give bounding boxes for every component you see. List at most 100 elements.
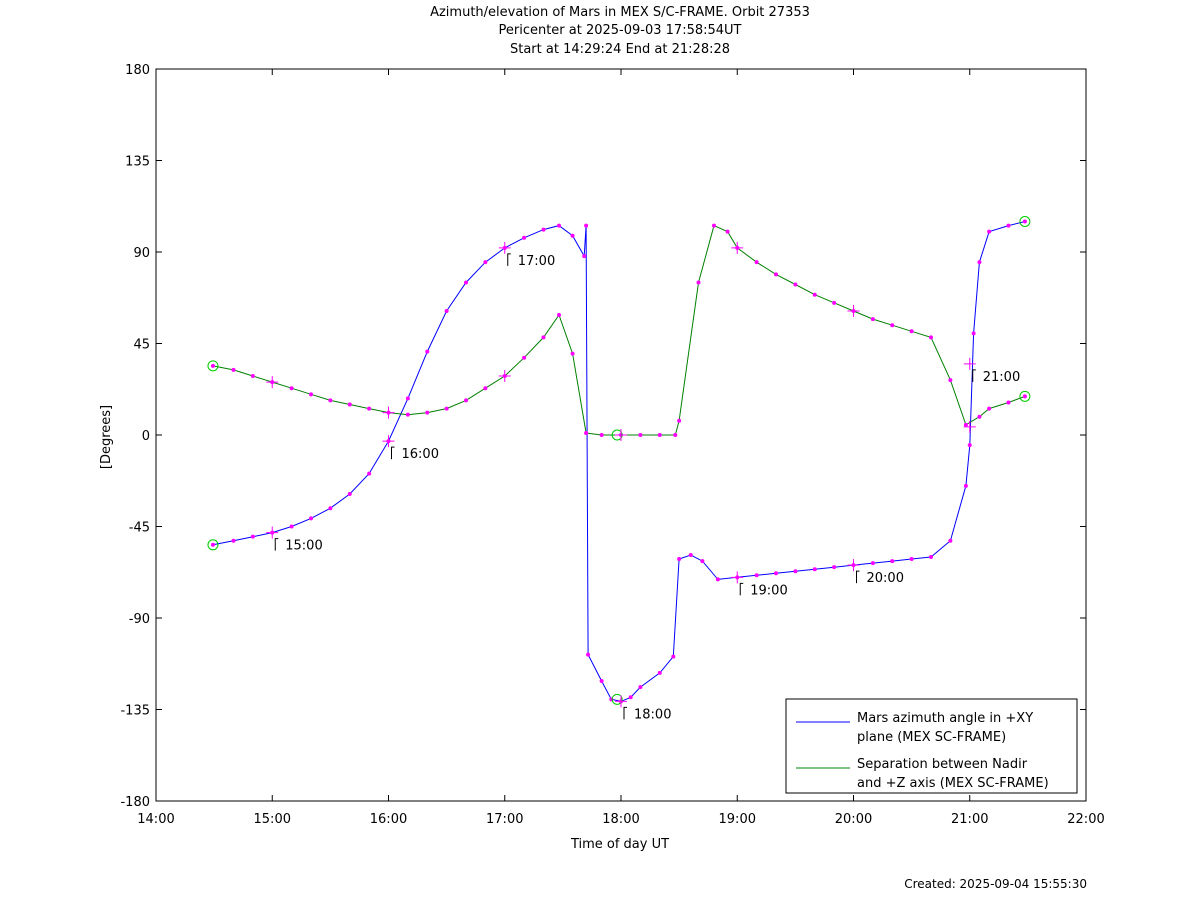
series-1-point	[832, 565, 837, 570]
x-tick-label: 20:00	[835, 812, 872, 827]
series-1-point	[522, 235, 527, 240]
series-1-point	[812, 567, 817, 572]
hour-cross-marker	[266, 376, 279, 389]
x-tick-label: 22:00	[1067, 812, 1104, 827]
x-tick-label: 14:00	[137, 812, 174, 827]
series-2-point	[584, 430, 589, 435]
series-2-point	[405, 412, 410, 417]
series-1-point	[309, 516, 313, 521]
series-2-point	[657, 433, 662, 437]
series-1-point	[909, 557, 914, 562]
endpoint-ring	[1019, 216, 1031, 227]
time-annotation-pointer	[856, 570, 860, 584]
series-1-point	[582, 254, 587, 259]
series-2-point	[599, 433, 604, 437]
series-2-point	[963, 422, 968, 427]
series-1-point	[541, 227, 546, 232]
legend: Mars azimuth angle in +XY plane (MEX SC-F…	[785, 698, 1078, 794]
time-annotation-pointer	[623, 706, 627, 720]
series-1-point	[688, 552, 693, 557]
series-line-1	[212, 221, 1026, 702]
series-1-point	[328, 506, 333, 511]
y-tick-label: 0	[142, 429, 150, 444]
series-1-point	[967, 443, 972, 448]
series-1-point	[977, 260, 982, 265]
series-1-point	[677, 557, 682, 562]
series-2-point	[725, 229, 730, 234]
series-1-point	[870, 561, 875, 566]
series-2-point	[909, 329, 914, 334]
series-2-point	[754, 260, 759, 265]
hour-cross-marker	[615, 429, 627, 441]
series-2-point	[1006, 400, 1011, 405]
time-annotation-pointer	[391, 446, 395, 460]
chart-subtitle-pericenter: Pericenter at 2025-09-03 17:58:54UT	[498, 23, 742, 38]
y-tick-label: -135	[120, 704, 150, 719]
series-1-point	[774, 571, 778, 576]
series-2-point	[832, 300, 837, 305]
x-tick-label: 21:00	[951, 812, 988, 827]
series-2-point	[464, 398, 468, 403]
time-annotation-label: 15:00	[285, 539, 322, 554]
series-1-point	[700, 559, 705, 564]
series-2-point	[444, 406, 449, 411]
series-1-point	[971, 331, 976, 336]
series-2-point	[987, 406, 992, 411]
y-tick-label: -90	[129, 612, 150, 627]
x-tick-label: 17:00	[486, 812, 523, 827]
hour-cross-marker	[382, 435, 395, 448]
series-2-point	[522, 355, 527, 360]
chart-subtitle-start-end: Start at 14:29:24 End at 21:28:28	[509, 42, 731, 57]
series-2-point	[250, 374, 255, 379]
marker-layer	[207, 216, 1031, 708]
series-1-point	[628, 695, 633, 700]
series-1-point	[231, 538, 236, 543]
series-2-point	[929, 335, 933, 340]
series-1-point	[444, 308, 449, 313]
series-1-point	[464, 280, 468, 285]
legend-label-2: Separation between Nadir	[857, 757, 1028, 772]
series-1-point	[586, 652, 591, 657]
endpoint-ring	[207, 539, 219, 551]
series-2-point	[948, 378, 953, 383]
hour-cross-marker	[963, 357, 976, 370]
series-1-point	[890, 559, 895, 564]
series-1-point	[715, 577, 720, 582]
time-annotation-pointer	[739, 582, 744, 596]
series-2-point	[890, 323, 895, 328]
axis-ticks: 14:00 15:00 16:00 17:00 18:00 19:00 20:00 21:00…	[120, 63, 1104, 827]
time-annotation-label: 18:00	[634, 707, 671, 722]
time-annotation-pointer	[507, 253, 511, 266]
x-axis-label: Time of day UT	[570, 837, 669, 852]
series-2-point	[696, 280, 701, 285]
series-1-point	[1006, 223, 1011, 228]
y-tick-label: 135	[125, 155, 150, 170]
created-timestamp: Created: 2025-09-04 15:55:30	[904, 877, 1087, 891]
series-1-point	[367, 471, 372, 476]
series-2-point	[328, 398, 333, 403]
legend-label-2: and +Z axis (MEX SC-FRAME)	[857, 776, 1049, 791]
series-1-point	[929, 555, 933, 559]
series-1-point	[250, 534, 255, 539]
series-1-point	[289, 524, 294, 529]
series-2-point	[309, 392, 313, 397]
time-annotation-label: 20:00	[867, 571, 904, 586]
legend-label-1: plane (MEX SC-FRAME)	[857, 730, 1006, 745]
series-1-point	[987, 229, 992, 234]
series-2-point	[793, 282, 798, 287]
series-2-point	[210, 363, 215, 368]
hour-cross-marker	[498, 241, 511, 254]
time-annotation-label: 19:00	[750, 583, 787, 598]
time-annotation-label: 16:00	[402, 447, 439, 462]
series-2-point	[541, 335, 546, 340]
series-2-point	[673, 433, 678, 437]
hour-cross-marker	[498, 370, 511, 383]
series-1-point	[599, 679, 604, 684]
series-2-point	[1022, 394, 1027, 399]
hour-cross-marker	[615, 695, 627, 708]
series-1-point	[671, 654, 676, 659]
series-2-point	[483, 386, 488, 391]
series-layer	[212, 221, 1026, 702]
series-1-point	[557, 223, 561, 228]
